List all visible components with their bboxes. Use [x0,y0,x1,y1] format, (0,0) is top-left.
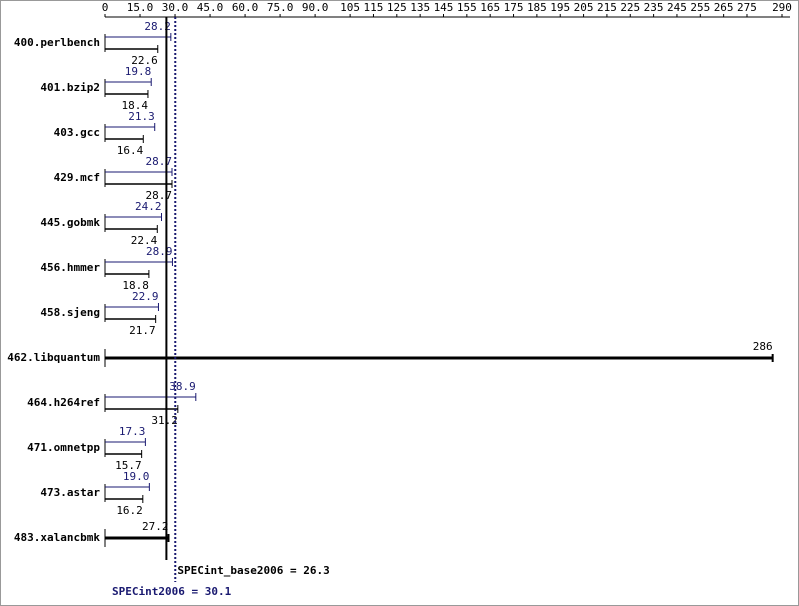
category-label: 445.gobmk [40,216,100,229]
x-tick-label: 125 [387,1,407,14]
value-label: 31.2 [151,414,178,427]
category-label: 458.sjeng [40,306,100,319]
category-label: 462.libquantum [7,351,100,364]
x-tick-label: 215 [597,1,617,14]
x-tick-label: 205 [574,1,594,14]
x-tick-label: 30.0 [162,1,189,14]
category-label: 483.xalancbmk [14,531,100,544]
value-label: 28.7 [145,189,172,202]
x-tick-label: 265 [714,1,734,14]
x-tick-label: 195 [550,1,570,14]
x-tick-label: 235 [644,1,664,14]
x-tick-label: 0 [102,1,109,14]
x-tick-label: 90.0 [302,1,329,14]
value-label: 28.2 [144,20,171,33]
x-tick-label: 135 [410,1,430,14]
x-tick-label: 165 [480,1,500,14]
value-label: 16.4 [117,144,144,157]
value-label: 286 [753,340,773,353]
x-tick-label: 75.0 [267,1,294,14]
category-label: 400.perlbench [14,36,100,49]
category-label: 473.astar [40,486,100,499]
x-tick-label: 225 [620,1,640,14]
x-tick-label: 145 [434,1,454,14]
value-label: 38.9 [169,380,196,393]
value-label: 15.7 [115,459,142,472]
value-label: 22.9 [132,290,159,303]
value-label: 28.9 [146,245,173,258]
value-label: 18.8 [122,279,149,292]
value-label: 28.7 [145,155,172,168]
value-label: 16.2 [116,504,143,517]
x-tick-label: 245 [667,1,687,14]
category-label: 456.hmmer [40,261,100,274]
peak-metric: SPECint2006 = 30.1 [112,585,232,598]
x-tick-label: 175 [504,1,524,14]
x-tick-label: 290 [772,1,792,14]
category-label: 471.omnetpp [27,441,100,454]
base-metric: SPECint_base2006 = 26.3 [177,564,329,577]
x-tick-label: 255 [690,1,710,14]
category-label: 401.bzip2 [40,81,100,94]
x-tick-label: 155 [457,1,477,14]
x-tick-label: 15.0 [127,1,154,14]
value-label: 21.7 [129,324,156,337]
category-label: 429.mcf [54,171,100,184]
value-label: 21.3 [128,110,155,123]
value-label: 17.3 [119,425,146,438]
value-label: 24.2 [135,200,162,213]
x-tick-label: 115 [364,1,384,14]
x-tick-label: 60.0 [232,1,259,14]
x-tick-label: 275 [737,1,757,14]
x-tick-label: 105 [340,1,360,14]
category-label: 464.h264ref [27,396,100,409]
value-label: 22.6 [131,54,158,67]
x-tick-label: 185 [527,1,547,14]
value-label: 22.4 [131,234,158,247]
category-label: 403.gcc [54,126,100,139]
x-tick-label: 45.0 [197,1,224,14]
value-label: 19.0 [123,470,150,483]
value-label: 19.8 [125,65,152,78]
value-label: 27.2 [142,520,169,533]
value-label: 18.4 [121,99,148,112]
